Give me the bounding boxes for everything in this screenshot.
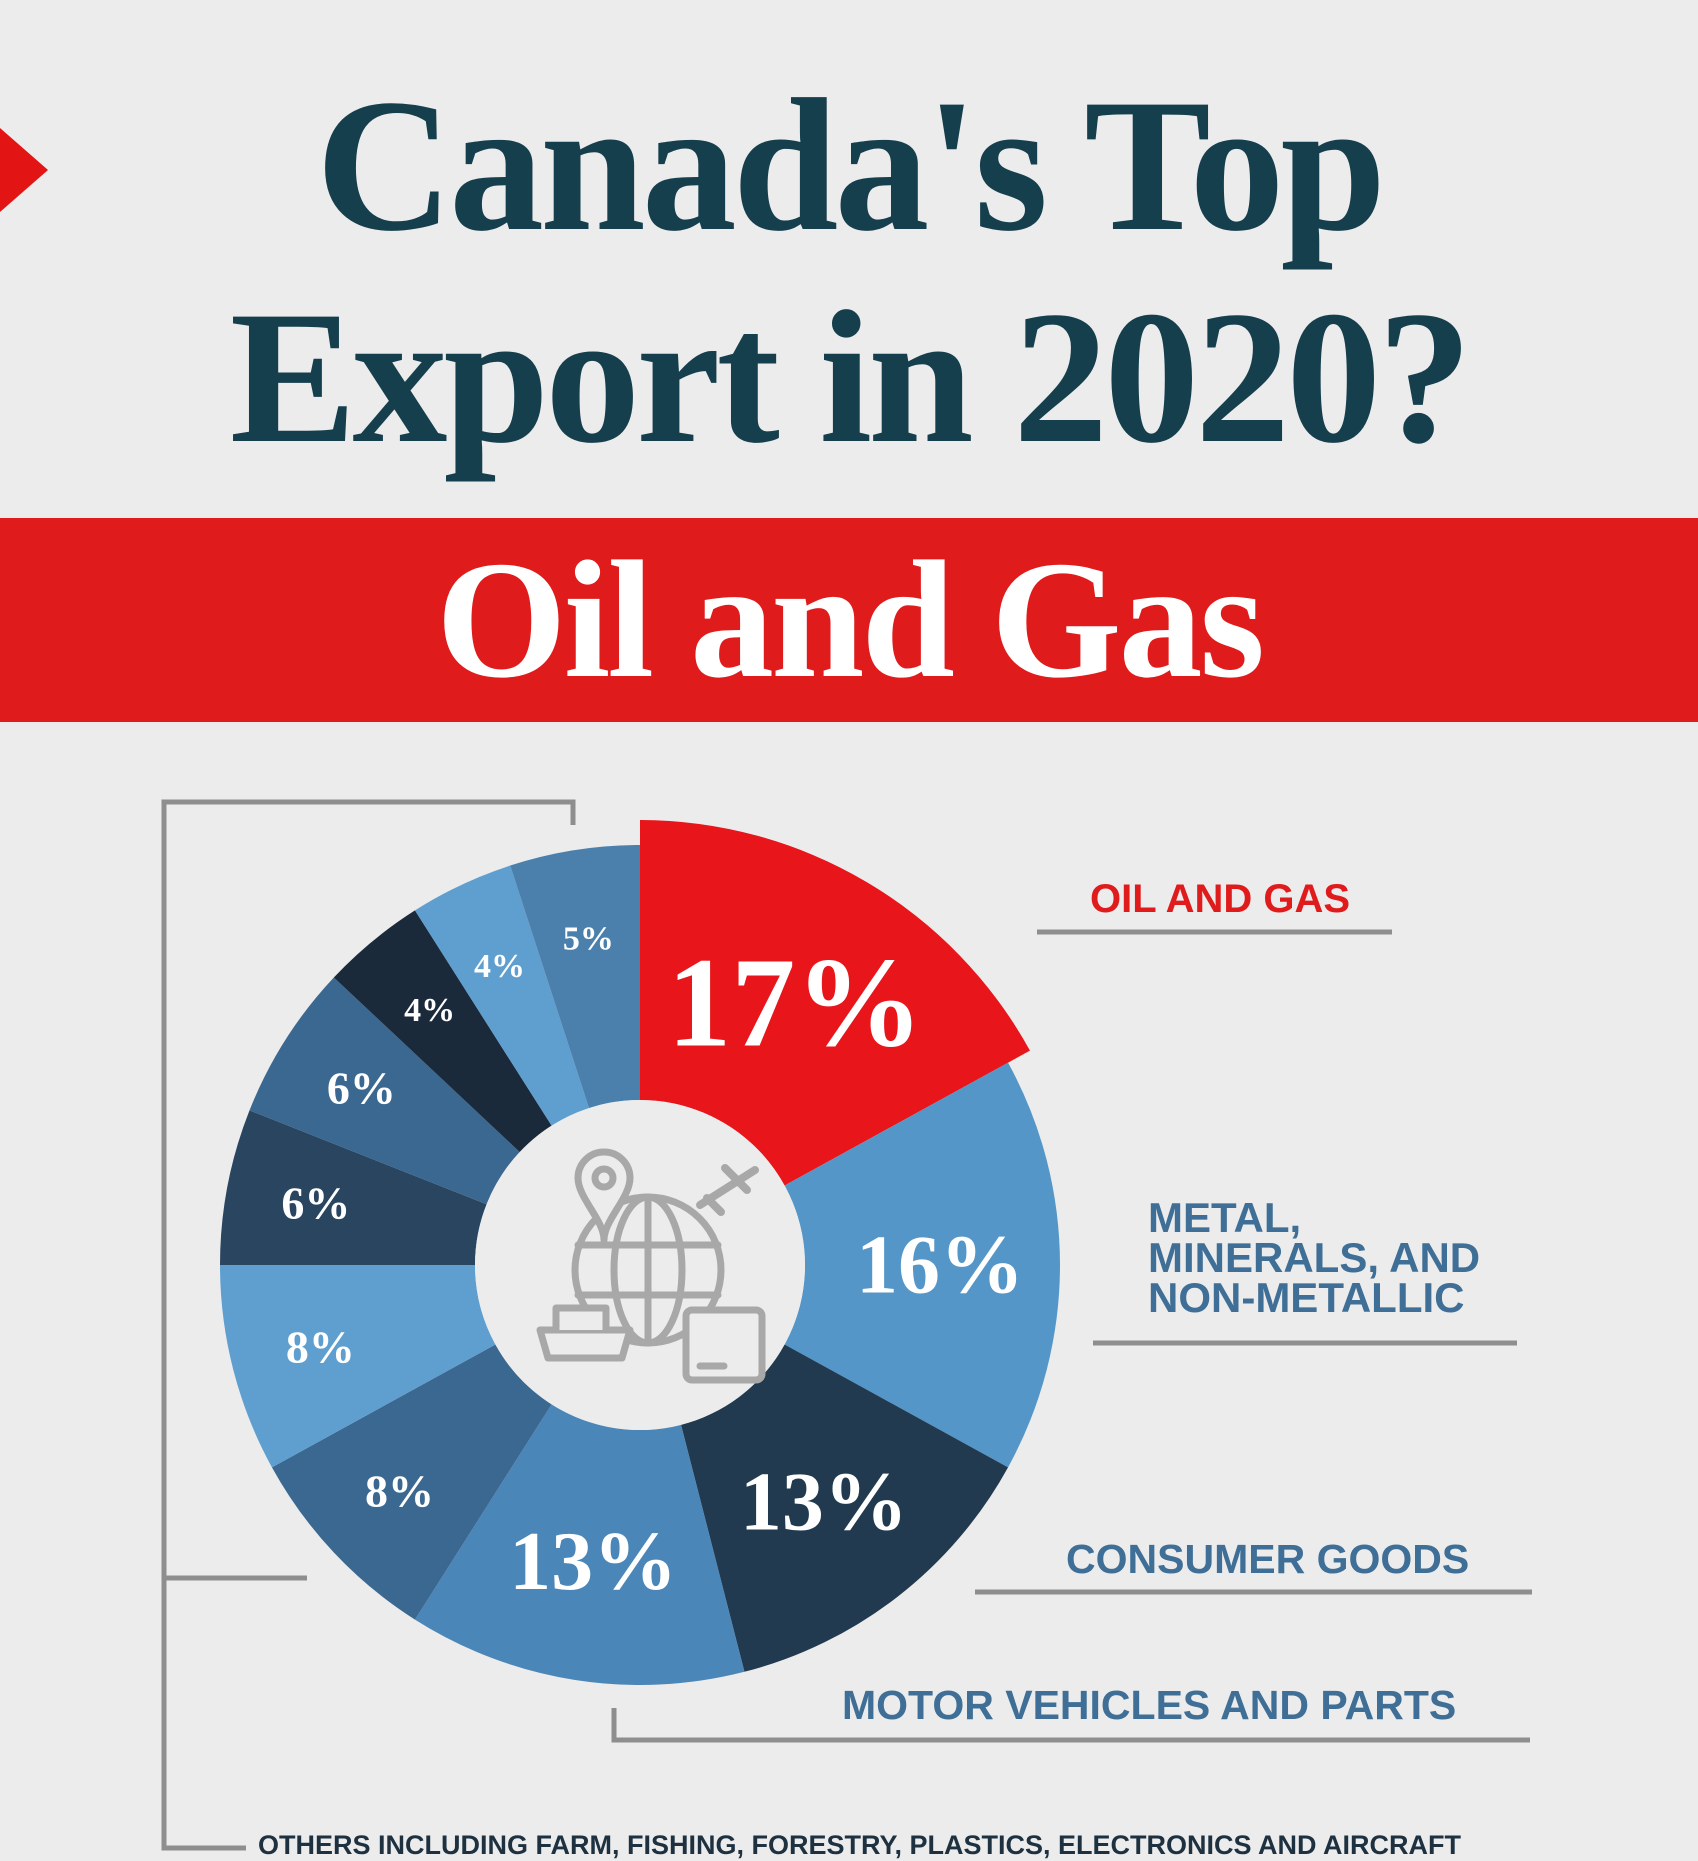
label-oil-gas-line-1: OIL AND GAS [1090,877,1351,921]
slice-label-8: 4% [404,992,455,1029]
banner-text: Oil and Gas [436,527,1265,713]
red-arrow-decoration [0,128,48,212]
page-title: Canada's Top Export in 2020? [0,60,1698,484]
slice-label-5: 8% [286,1322,355,1373]
slice-10 [510,845,640,1109]
slice-label-1: 16% [856,1219,1024,1312]
label-metal: METAL, MINERALS, AND NON-METALLIC [1148,1194,1481,1321]
others-bracket [161,799,576,1851]
globe-trade-icon [536,1148,766,1384]
slice-2 [681,1344,1009,1672]
slice-6 [220,1110,487,1265]
label-metal-line-1: METAL, [1148,1194,1302,1241]
slice-label-2: 13% [740,1456,908,1549]
slice-1 [784,1062,1061,1468]
slice-label-9: 4% [474,948,525,985]
title-line-2: Export in 2020? [229,273,1472,483]
slice-label-6: 6% [281,1178,350,1229]
label-consumer: CONSUMER GOODS [1066,1538,1469,1580]
label-oil-gas: OIL AND GAS [1090,878,1350,920]
slice-label-0: 17% [667,931,923,1073]
label-metal-line-3: NON-METALLIC [1148,1274,1465,1321]
slice-4 [271,1344,552,1620]
slice-0 [640,820,1030,1186]
slice-7 [249,977,520,1205]
label-consumer-line-1: CONSUMER GOODS [1066,1536,1470,1582]
others-label: OTHERS INCLUDING FARM, FISHING, FORESTRY… [258,1830,1462,1860]
chart-slice-labels: 17%16%13%13%8%8%6%6%4%4%5% [281,921,1024,1608]
slice-label-7: 6% [327,1063,396,1114]
slice-label-10: 5% [563,921,614,958]
slice-8 [333,910,552,1153]
slice-3 [414,1404,745,1685]
slice-label-3: 13% [509,1515,677,1608]
label-metal-line-2: MINERALS, AND [1148,1234,1481,1281]
title-line-1: Canada's Top [315,61,1386,271]
motor-underline [611,1708,1530,1743]
slice-label-4: 8% [365,1465,434,1516]
bracket-lines [161,799,1532,1851]
answer-banner: Oil and Gas [0,518,1698,722]
slice-5 [220,1265,496,1468]
label-motor-line-1: MOTOR VEHICLES AND PARTS [842,1682,1457,1728]
label-motor: MOTOR VEHICLES AND PARTS [842,1684,1456,1726]
slice-9 [414,865,590,1126]
